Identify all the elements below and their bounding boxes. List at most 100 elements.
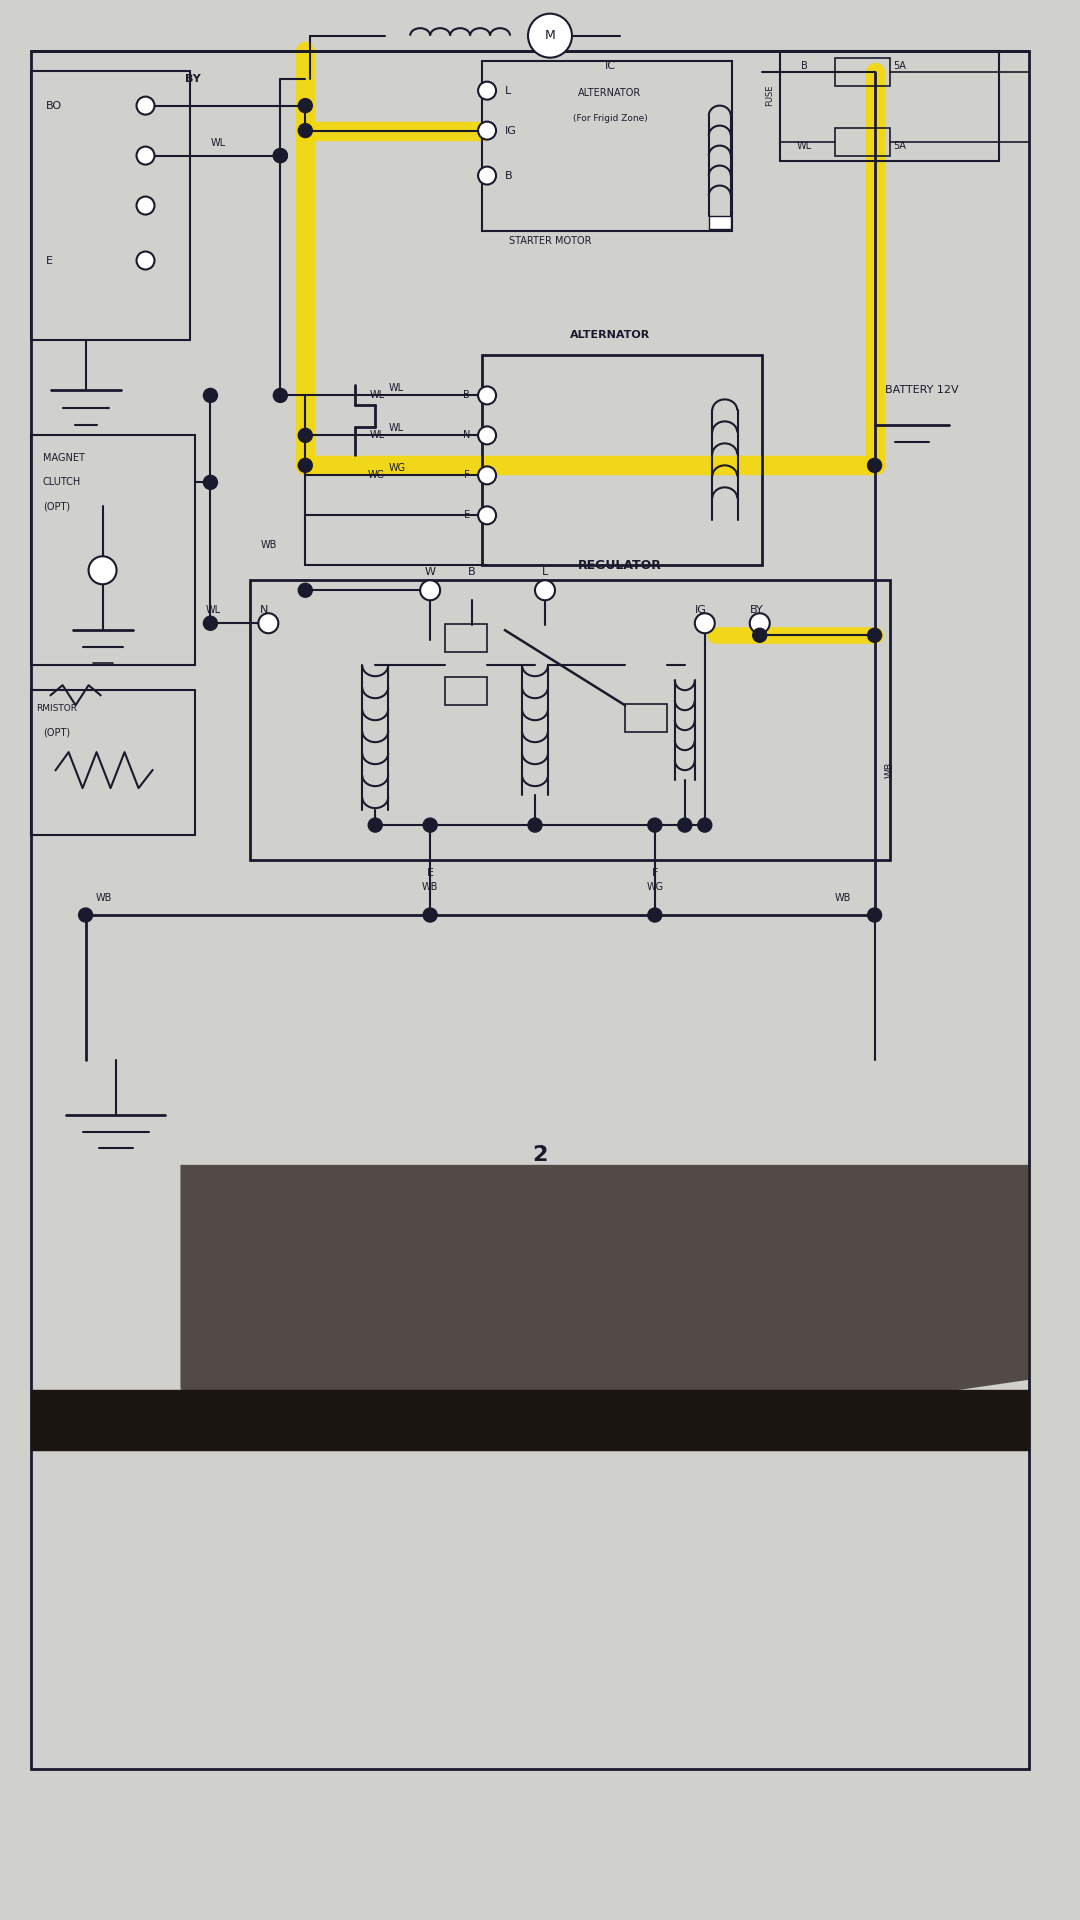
Bar xyxy=(482,61,732,230)
Circle shape xyxy=(136,146,154,165)
Circle shape xyxy=(753,628,767,641)
Text: F: F xyxy=(651,868,658,877)
Bar xyxy=(482,355,761,564)
Text: BY: BY xyxy=(186,73,201,84)
Text: E: E xyxy=(45,255,53,265)
Text: BY: BY xyxy=(750,605,764,614)
Circle shape xyxy=(203,476,217,490)
Text: ALTERNATOR: ALTERNATOR xyxy=(578,88,642,98)
Bar xyxy=(30,71,190,340)
Bar xyxy=(445,678,487,705)
Circle shape xyxy=(478,386,496,405)
Circle shape xyxy=(273,388,287,403)
Text: WB: WB xyxy=(422,881,438,893)
Text: IG: IG xyxy=(694,605,706,614)
Text: (For Frigid Zone): (For Frigid Zone) xyxy=(572,113,647,123)
Bar xyxy=(445,624,487,653)
Bar xyxy=(30,689,195,835)
Circle shape xyxy=(478,121,496,140)
Bar xyxy=(708,215,731,228)
Circle shape xyxy=(648,818,662,831)
Text: 5A: 5A xyxy=(893,140,906,150)
Text: WL: WL xyxy=(388,424,403,434)
Circle shape xyxy=(136,96,154,115)
Text: B: B xyxy=(463,390,470,401)
Text: WG: WG xyxy=(646,881,663,893)
Circle shape xyxy=(298,584,312,597)
Circle shape xyxy=(478,167,496,184)
Circle shape xyxy=(298,459,312,472)
Circle shape xyxy=(420,580,441,601)
Text: IC: IC xyxy=(605,61,616,71)
Circle shape xyxy=(368,818,382,831)
Bar xyxy=(835,58,890,86)
Text: ALTERNATOR: ALTERNATOR xyxy=(570,330,650,340)
Text: W: W xyxy=(424,566,435,578)
Text: 5A: 5A xyxy=(893,61,906,71)
Text: WB: WB xyxy=(835,893,851,902)
Circle shape xyxy=(694,612,715,634)
Text: WL: WL xyxy=(388,384,403,394)
Bar xyxy=(780,50,999,161)
Circle shape xyxy=(79,908,93,922)
Circle shape xyxy=(423,908,437,922)
Text: E: E xyxy=(427,868,434,877)
Circle shape xyxy=(528,13,572,58)
Text: (OPT): (OPT) xyxy=(42,501,70,511)
Circle shape xyxy=(867,628,881,641)
Circle shape xyxy=(478,507,496,524)
Text: BO: BO xyxy=(45,100,62,111)
Text: BATTERY 12V: BATTERY 12V xyxy=(885,386,958,396)
Circle shape xyxy=(535,580,555,601)
Text: WG: WG xyxy=(368,470,386,480)
Circle shape xyxy=(203,388,217,403)
Circle shape xyxy=(750,612,770,634)
Polygon shape xyxy=(180,1165,1029,1434)
Circle shape xyxy=(867,459,881,472)
Text: WG: WG xyxy=(388,463,405,474)
Text: B: B xyxy=(505,171,513,180)
Text: WB: WB xyxy=(95,893,112,902)
Text: FUSE: FUSE xyxy=(765,84,773,106)
Text: E: E xyxy=(464,511,470,520)
Text: WL: WL xyxy=(797,140,812,150)
Bar xyxy=(625,705,666,732)
Bar xyxy=(251,580,890,860)
Text: IG: IG xyxy=(505,125,517,136)
Text: WL: WL xyxy=(370,390,386,401)
Circle shape xyxy=(298,123,312,138)
Text: WL: WL xyxy=(370,430,386,440)
Text: WL: WL xyxy=(205,605,220,614)
Text: MAGNET: MAGNET xyxy=(42,453,84,463)
Bar xyxy=(30,1390,1029,1450)
Text: M: M xyxy=(544,29,555,42)
Bar xyxy=(835,127,890,156)
Circle shape xyxy=(648,908,662,922)
Text: WB: WB xyxy=(885,762,894,778)
Circle shape xyxy=(478,426,496,444)
Text: CLUTCH: CLUTCH xyxy=(42,478,81,488)
Text: WL: WL xyxy=(211,138,226,148)
Text: B: B xyxy=(469,566,476,578)
Text: L: L xyxy=(542,566,549,578)
Circle shape xyxy=(678,818,692,831)
Text: RMISTOR: RMISTOR xyxy=(36,705,77,712)
Circle shape xyxy=(203,616,217,630)
Circle shape xyxy=(136,252,154,269)
Circle shape xyxy=(423,818,437,831)
Circle shape xyxy=(273,148,287,163)
Circle shape xyxy=(698,818,712,831)
Text: STARTER MOTOR: STARTER MOTOR xyxy=(509,236,591,246)
Circle shape xyxy=(298,428,312,442)
Text: L: L xyxy=(505,86,511,96)
Bar xyxy=(30,436,195,664)
Circle shape xyxy=(528,818,542,831)
Circle shape xyxy=(258,612,279,634)
Circle shape xyxy=(478,83,496,100)
Text: WB: WB xyxy=(260,540,276,551)
Text: N: N xyxy=(260,605,269,614)
Text: REGULATOR: REGULATOR xyxy=(578,559,662,572)
Circle shape xyxy=(136,196,154,215)
Circle shape xyxy=(478,467,496,484)
Text: 2: 2 xyxy=(532,1144,548,1165)
